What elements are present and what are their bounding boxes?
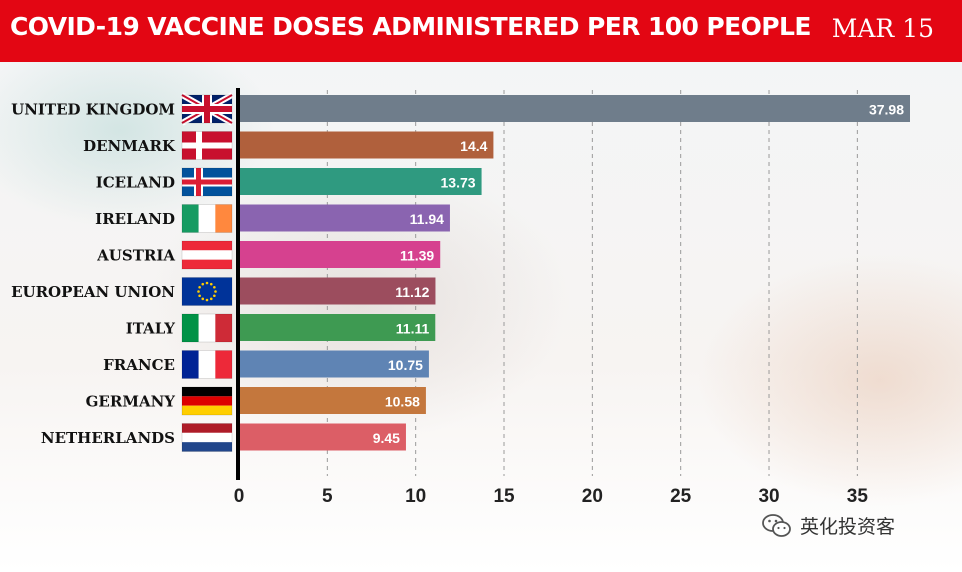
- x-tick-label: 20: [582, 486, 603, 507]
- flag-ireland-icon: [181, 204, 233, 233]
- flag-netherlands-icon: [181, 423, 233, 452]
- x-tick-label: 30: [758, 486, 779, 507]
- bar: [239, 423, 406, 451]
- bar: [239, 387, 426, 414]
- category-label: ITALY: [126, 320, 176, 338]
- category-label: FRANCE: [103, 356, 175, 374]
- flag-denmark-icon: [181, 131, 233, 160]
- x-tick-label: 0: [234, 486, 245, 507]
- bar-value-label: 14.4: [460, 138, 487, 154]
- x-tick-label: 5: [322, 486, 333, 507]
- category-label: ICELAND: [96, 174, 175, 192]
- bar: [239, 241, 441, 268]
- x-tick-label: 25: [670, 486, 692, 507]
- x-tick-label: 35: [847, 486, 869, 507]
- bar-value-label: 13.73: [441, 175, 476, 191]
- watermark-text: 英化投资客: [800, 517, 896, 538]
- watermark: 英化投资客: [762, 512, 895, 539]
- flag-iceland-icon: [181, 167, 233, 197]
- flag-austria-icon: [181, 240, 233, 270]
- y-axis-line: [236, 88, 240, 480]
- bar: [239, 350, 429, 378]
- flag-germany-icon: [181, 386, 233, 416]
- date-label: MAR 15: [831, 14, 934, 43]
- category-label: EUROPEAN UNION: [11, 283, 175, 301]
- category-label: DENMARK: [83, 137, 176, 155]
- bar-value-label: 11.94: [410, 211, 444, 227]
- bar-value-label: 10.58: [385, 394, 420, 410]
- bar-value-label: 10.75: [388, 357, 423, 373]
- wechat-icon: [762, 513, 791, 537]
- flag-france-icon: [181, 350, 233, 379]
- x-tick-label: 10: [405, 486, 426, 507]
- category-label: UNITED KINGDOM: [11, 101, 175, 119]
- flag-eu-icon: [181, 277, 233, 306]
- category-label: AUSTRIA: [96, 247, 175, 265]
- category-label: IRELAND: [95, 210, 175, 228]
- bar: [239, 168, 482, 195]
- chart-title: COVID-19 VACCINE DOSES ADMINISTERED PER …: [10, 12, 811, 41]
- bar-value-label: 11.11: [396, 321, 430, 337]
- bar-value-label: 37.98: [869, 102, 904, 118]
- bar: [239, 314, 436, 341]
- flag-uk-icon: [180, 92, 234, 126]
- flag-italy-icon: [181, 313, 233, 343]
- bar-value-label: 9.45: [373, 430, 400, 446]
- bar: [239, 95, 910, 122]
- bar: [239, 204, 450, 232]
- bar: [239, 131, 494, 159]
- category-label: GERMANY: [86, 393, 176, 411]
- category-label: NETHERLANDS: [41, 429, 175, 447]
- bar-value-label: 11.39: [400, 248, 434, 264]
- header-bar: COVID-19 VACCINE DOSES ADMINISTERED PER …: [0, 0, 962, 62]
- bar: [239, 277, 436, 305]
- x-tick-label: 15: [493, 486, 515, 507]
- bar-value-label: 11.12: [395, 284, 429, 300]
